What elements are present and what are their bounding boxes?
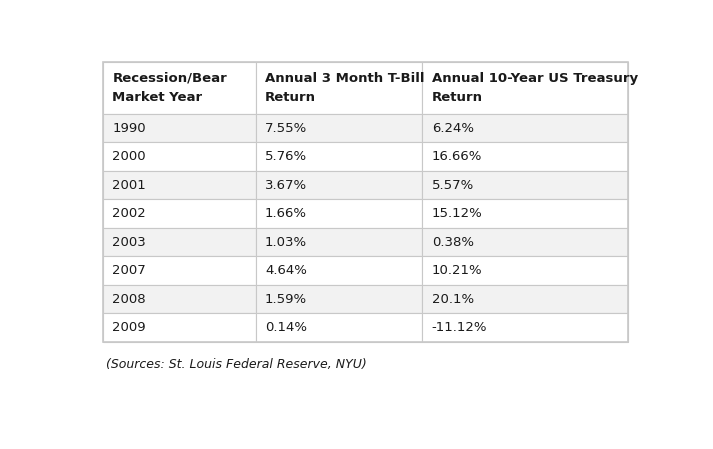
Bar (103, 114, 256, 142)
Text: 16.66%: 16.66% (431, 150, 482, 163)
Bar (256, 114, 422, 142)
Text: Recession/Bear
Market Year: Recession/Bear Market Year (113, 72, 227, 104)
Bar (422, 114, 627, 142)
Text: 1.03%: 1.03% (265, 236, 307, 249)
Text: 1.66%: 1.66% (265, 207, 307, 220)
Bar (422, 142, 627, 171)
Bar (103, 228, 256, 256)
Bar (103, 62, 627, 342)
Bar (256, 313, 422, 342)
Bar (103, 285, 256, 313)
Bar (256, 285, 422, 313)
Text: 0.38%: 0.38% (431, 236, 473, 249)
Bar (422, 62, 627, 114)
Text: 6.24%: 6.24% (431, 122, 473, 135)
Bar (103, 256, 256, 285)
Bar (103, 199, 256, 228)
Text: 2007: 2007 (113, 264, 146, 277)
Text: Annual 3 Month T-Bill
Return: Annual 3 Month T-Bill Return (265, 72, 424, 104)
Bar (256, 256, 422, 285)
Bar (103, 313, 256, 342)
Text: 3.67%: 3.67% (265, 179, 307, 192)
Text: 4.64%: 4.64% (265, 264, 307, 277)
Text: 0.14%: 0.14% (265, 321, 307, 334)
Bar (256, 171, 422, 199)
Bar (103, 142, 256, 171)
Text: 1990: 1990 (113, 122, 146, 135)
Bar (256, 142, 422, 171)
Text: Annual 10-Year US Treasury
Return: Annual 10-Year US Treasury Return (431, 72, 638, 104)
Text: 2003: 2003 (113, 236, 146, 249)
Bar (422, 199, 627, 228)
Bar (422, 285, 627, 313)
Text: -11.12%: -11.12% (431, 321, 487, 334)
Text: 15.12%: 15.12% (431, 207, 483, 220)
Text: 20.1%: 20.1% (431, 293, 474, 306)
Text: 2009: 2009 (113, 321, 146, 334)
Text: 7.55%: 7.55% (265, 122, 307, 135)
Bar (256, 62, 422, 114)
Text: 2002: 2002 (113, 207, 146, 220)
Bar (256, 228, 422, 256)
Bar (422, 256, 627, 285)
Text: 5.76%: 5.76% (265, 150, 307, 163)
Text: 2008: 2008 (113, 293, 146, 306)
Bar (103, 171, 256, 199)
Text: (Sources: St. Louis Federal Reserve, NYU): (Sources: St. Louis Federal Reserve, NYU… (106, 358, 367, 371)
Bar (422, 313, 627, 342)
Text: 5.57%: 5.57% (431, 179, 474, 192)
Bar (422, 228, 627, 256)
Bar (103, 62, 256, 114)
Bar (256, 199, 422, 228)
Text: 10.21%: 10.21% (431, 264, 482, 277)
Text: 1.59%: 1.59% (265, 293, 307, 306)
Text: 2001: 2001 (113, 179, 146, 192)
Text: 2000: 2000 (113, 150, 146, 163)
Bar (422, 171, 627, 199)
